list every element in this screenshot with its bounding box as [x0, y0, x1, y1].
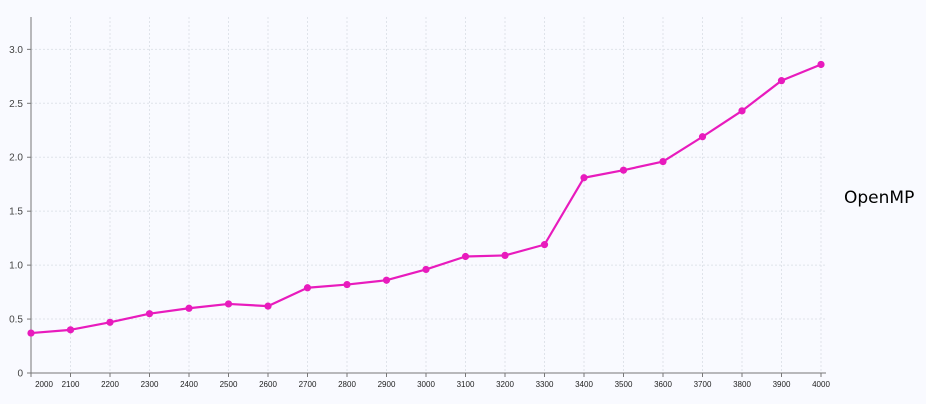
y-tick-label: 0	[17, 369, 23, 380]
x-tick-label: 2700	[299, 380, 317, 389]
data-point	[738, 107, 746, 115]
y-tick-label: 0.5	[9, 315, 23, 326]
x-tick-label: 2600	[259, 380, 277, 389]
x-tick-label: 3500	[615, 380, 633, 389]
data-point	[66, 326, 75, 334]
y-tick-label: 1.0	[9, 261, 23, 272]
data-point	[698, 133, 707, 141]
data-point	[264, 302, 272, 310]
data-point	[540, 241, 549, 249]
data-point	[106, 318, 114, 326]
y-tick-label: 2.5	[9, 99, 23, 110]
data-point	[145, 310, 154, 318]
x-tick-label: 3100	[457, 380, 475, 389]
y-tick-label: 1.5	[9, 207, 23, 218]
data-point	[777, 77, 786, 85]
series-layer	[27, 60, 825, 337]
data-point	[27, 329, 35, 337]
y-tick-label: 3.0	[9, 45, 23, 56]
x-tick-label: 2900	[378, 380, 396, 389]
data-point	[461, 252, 470, 261]
x-tick-label: 3900	[773, 380, 791, 389]
data-point	[224, 300, 233, 308]
data-point	[817, 60, 825, 69]
data-point	[619, 166, 628, 174]
x-tick-label: 3800	[733, 380, 751, 389]
legend-series-label: OpenMP	[844, 188, 915, 208]
y-tick-label: 2.0	[9, 153, 23, 164]
data-point	[422, 265, 430, 274]
x-tick-label: 3700	[694, 380, 712, 389]
data-point	[659, 157, 667, 166]
x-tick-label: 2500	[220, 380, 238, 389]
tick-labels: 0 0.5 1.0 1.5 2.0 2.5 3.0 2000 2100 2200 2300 2400 2…	[9, 45, 830, 389]
x-tick-label: 3300	[536, 380, 554, 389]
x-tick-label: 2300	[141, 380, 159, 389]
x-tick-label: 2000	[35, 380, 53, 389]
x-tick-label: 2200	[101, 380, 119, 389]
x-tick-label: 3000	[417, 380, 435, 389]
x-tick-label: 2800	[338, 380, 356, 389]
data-point	[303, 284, 312, 292]
x-tick-label: 2400	[180, 380, 198, 389]
axes	[27, 17, 826, 377]
x-tick-label: 3400	[575, 380, 593, 389]
grid	[31, 17, 826, 373]
data-point	[343, 280, 351, 289]
x-tick-label: 2100	[62, 380, 80, 389]
data-point	[580, 174, 588, 182]
x-tick-label: 4000	[812, 380, 830, 389]
x-tick-label: 3200	[496, 380, 514, 389]
data-point	[185, 304, 193, 312]
x-tick-label: 3600	[654, 380, 672, 389]
data-point	[501, 251, 509, 260]
data-point	[382, 276, 391, 284]
